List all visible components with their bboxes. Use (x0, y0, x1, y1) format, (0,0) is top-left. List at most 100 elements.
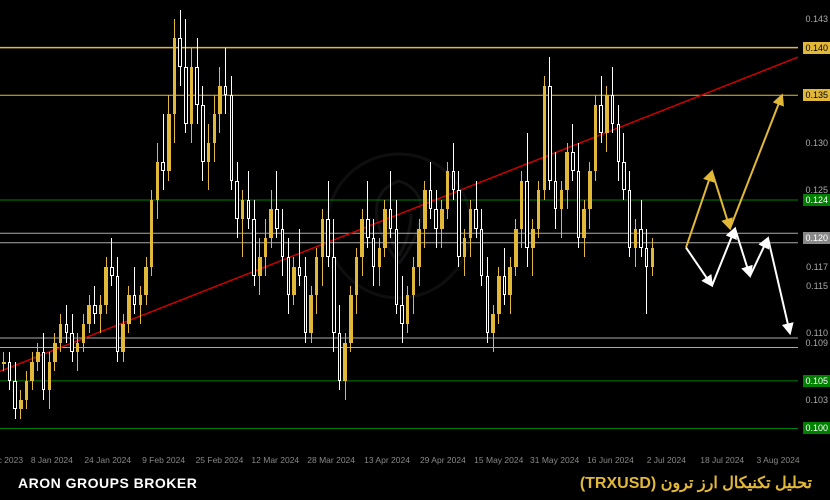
candle-wick (299, 229, 300, 286)
candle-body (167, 114, 171, 171)
candle-body (474, 209, 478, 228)
candle-body (531, 229, 535, 248)
candle-body (378, 248, 382, 267)
x-tick-label: 18 Jul 2024 (700, 455, 744, 465)
candle-body (207, 143, 211, 162)
candle-body (13, 381, 17, 410)
x-tick-label: 8 Jan 2024 (31, 455, 73, 465)
candle-body (446, 171, 450, 209)
x-tick-label: 13 Apr 2024 (364, 455, 410, 465)
candle-body (645, 248, 649, 267)
candle-body (554, 181, 558, 210)
candle-body (281, 229, 285, 258)
candle-body (452, 171, 456, 190)
candle-body (258, 257, 262, 276)
candle-body (76, 343, 80, 353)
candle-body (366, 219, 370, 238)
candle-body (252, 219, 256, 276)
candle-body (617, 124, 621, 162)
candle-body (480, 229, 484, 277)
candle-body (582, 209, 586, 238)
candle-body (42, 352, 46, 390)
candle-body (565, 152, 569, 190)
candle-body (309, 295, 313, 333)
y-tick-label: 0.109 (805, 338, 828, 348)
candle-body (463, 238, 467, 257)
x-tick-label: 31 May 2024 (530, 455, 579, 465)
candle-body (139, 295, 143, 305)
candle-body (104, 267, 108, 305)
x-tick-label: 28 Mar 2024 (307, 455, 355, 465)
candle-body (577, 171, 581, 238)
candle-body (247, 200, 251, 219)
candle-body (548, 86, 552, 181)
x-tick-label: ec 2023 (0, 455, 23, 465)
candle-body (53, 343, 57, 362)
candle-body (389, 209, 393, 228)
candle-body (338, 333, 342, 381)
candle-body (121, 324, 125, 353)
candle-body (651, 248, 655, 267)
candle-body (594, 105, 598, 172)
x-tick-label: 3 Aug 2024 (757, 455, 800, 465)
x-tick-label: 12 Mar 2024 (251, 455, 299, 465)
y-tick-label: 0.103 (805, 395, 828, 405)
candle-body (127, 295, 131, 324)
candle-body (184, 67, 188, 124)
y-tick-label: 0.105 (803, 375, 830, 387)
candle-body (287, 257, 291, 295)
candle-body (383, 209, 387, 247)
candle-body (19, 400, 23, 410)
candle-body (173, 38, 177, 114)
candle-body (156, 162, 160, 200)
candle-body (224, 86, 228, 96)
y-tick-label: 0.110 (806, 328, 828, 338)
candle-wick (225, 48, 226, 115)
candle-body (423, 190, 427, 228)
candle-body (65, 324, 69, 334)
candle-body (116, 276, 120, 352)
candle-body (349, 295, 353, 343)
y-tick-label: 0.130 (805, 138, 828, 148)
candle-body (213, 114, 217, 143)
candle-body (372, 238, 376, 267)
x-axis: ec 20238 Jan 202424 Jan 20249 Feb 202425… (0, 452, 798, 466)
candle-body (622, 162, 626, 191)
candle-body (241, 200, 245, 219)
candle-body (611, 95, 615, 124)
candle-body (230, 95, 234, 181)
candle-body (2, 362, 6, 364)
candle-body (321, 219, 325, 257)
candle-wick (163, 114, 164, 190)
candle-body (355, 257, 359, 295)
candle-body (93, 305, 97, 315)
candle-body (275, 209, 279, 228)
candle-wick (111, 238, 112, 286)
candle-body (304, 276, 308, 333)
candle-body (469, 209, 473, 238)
candle-body (150, 200, 154, 267)
candle-body (110, 267, 114, 277)
candle-body (360, 219, 364, 257)
candle-body (508, 267, 512, 296)
candle-body (99, 305, 103, 315)
footer-bar: ARON GROUPS BROKER تحلیل تکنیکال ارز ترو… (0, 466, 830, 500)
y-tick-label: 0.140 (803, 42, 830, 54)
y-tick-label: 0.117 (806, 262, 828, 272)
candle-body (133, 295, 137, 305)
x-tick-label: 9 Feb 2024 (142, 455, 185, 465)
candle-wick (646, 229, 647, 315)
candle-body (395, 229, 399, 305)
candle-body (218, 86, 222, 115)
candle-wick (134, 267, 135, 315)
y-axis: 0.1430.1400.1350.1300.1250.1240.1200.117… (798, 0, 830, 452)
candle-body (161, 162, 165, 172)
x-tick-label: 24 Jan 2024 (84, 455, 131, 465)
candle-body (628, 190, 632, 247)
candle-body (36, 352, 40, 362)
x-tick-label: 29 Apr 2024 (420, 455, 466, 465)
candle-body (599, 105, 603, 134)
candle-body (514, 229, 518, 267)
candle-body (520, 181, 524, 229)
candle-body (503, 276, 507, 295)
